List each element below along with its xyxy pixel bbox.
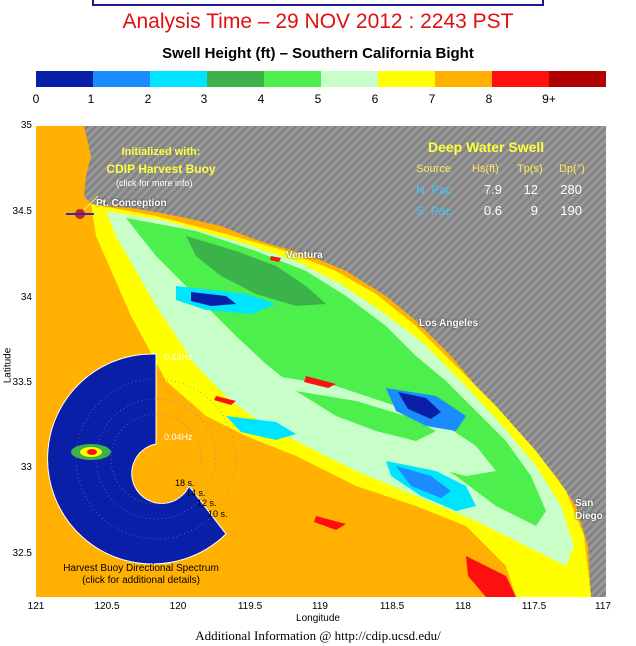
legend-tick-label: 7	[428, 92, 436, 106]
spectrum-period-label: 12 s.	[197, 498, 217, 508]
color-legend-bar	[36, 71, 606, 87]
legend-tick-label: 5	[314, 92, 322, 106]
x-tick-label: 117	[595, 601, 611, 612]
swell-hs-value: 0.6	[483, 203, 502, 218]
place-label-los-angeles: Los Angeles	[419, 318, 479, 329]
legend-swatch	[435, 71, 492, 87]
spectrum-outer-freq: 0.12Hz	[164, 352, 193, 362]
island-shadow-dark	[396, 466, 451, 498]
x-tick-label: 118.5	[379, 601, 405, 612]
x-tick-label: 120.5	[94, 601, 120, 612]
swell-tp-value: 9	[530, 203, 538, 218]
table-header: Dp(°)	[559, 163, 585, 175]
x-axis-label: Longitude	[296, 613, 340, 624]
swell-hs-value: 7.9	[483, 182, 502, 197]
map-subtitle: Swell Height (ft) – Southern California …	[162, 45, 474, 62]
legend-tick-label: 6	[371, 92, 379, 106]
x-tick-label: 121	[27, 601, 45, 612]
spectrum-inner-freq: 0.04Hz	[164, 432, 193, 442]
swell-dp-value: 280	[560, 182, 582, 197]
island-shadow-dark	[398, 392, 441, 419]
directional-spectrum-plot	[47, 353, 237, 565]
footer-link[interactable]: Additional Information @ http://cdip.ucs…	[195, 628, 441, 643]
legend-swatch	[93, 71, 150, 87]
spectrum-wedge	[47, 353, 227, 565]
legend-tick-label: 2	[144, 92, 152, 106]
y-tick-label: 32.5	[12, 548, 32, 559]
legend-swatch	[321, 71, 378, 87]
y-tick-label: 34.5	[12, 206, 32, 217]
y-tick-label: 34	[20, 292, 32, 303]
legend-tick-label: 0	[32, 92, 40, 106]
swell-map[interactable]	[36, 126, 606, 597]
legend-tick-label: 3	[200, 92, 208, 106]
y-tick-label: 33.5	[12, 377, 32, 388]
legend-swatch	[150, 71, 207, 87]
legend-swatch	[378, 71, 435, 87]
buoy-init-line1: Initialized with:	[121, 146, 201, 158]
island-shadow-blue	[226, 416, 296, 440]
legend-swatch	[36, 71, 93, 87]
legend-tick-label: 1	[87, 92, 95, 106]
deep-water-swell-title: Deep Water Swell	[428, 139, 545, 155]
island-shadow-dark	[191, 292, 236, 306]
x-tick-label: 119.5	[237, 601, 263, 612]
buoy-info-link[interactable]: CDIP Harvest Buoy	[106, 162, 216, 176]
legend-tick-label: 4	[257, 92, 265, 106]
swell-band-darkgreen	[186, 236, 326, 306]
table-header: Source	[416, 163, 451, 175]
legend-swatch	[549, 71, 606, 87]
legend-tick-label: 8	[485, 92, 493, 106]
place-label-ventura: Ventura	[286, 250, 323, 261]
y-tick-label: 35	[20, 120, 32, 131]
table-header: Hs(ft)	[472, 163, 499, 175]
place-label-diego: Diego	[575, 511, 603, 522]
swell-band-green-2	[296, 391, 436, 441]
x-tick-label: 120	[169, 601, 187, 612]
page-title: Analysis Time – 29 NOV 2012 : 2243 PST	[122, 10, 514, 33]
land-area	[84, 126, 606, 597]
legend-swatch	[492, 71, 549, 87]
place-label-pt-conception: Pt. Conception	[96, 198, 167, 209]
spectrum-details-link[interactable]: (click for additional details)	[82, 575, 200, 586]
y-tick-label: 33	[20, 462, 32, 473]
harvest-buoy-marker	[66, 195, 99, 219]
swell-tp-value: 12	[523, 182, 538, 197]
spectrum-period-label: 14 s.	[186, 488, 206, 498]
x-tick-label: 119	[312, 601, 328, 612]
y-axis-label: Latitude	[2, 347, 14, 384]
spectrum-caption[interactable]: Harvest Buoy Directional Spectrum	[63, 563, 219, 574]
legend-swatch	[264, 71, 321, 87]
legend-tick-label: 9+	[542, 92, 556, 106]
swell-source-name: N. Pac	[416, 183, 453, 197]
buoy-click-info[interactable]: (click for more info)	[116, 178, 193, 188]
top-frame	[92, 0, 544, 6]
place-label-san: San	[575, 498, 594, 509]
x-tick-label: 118	[455, 601, 471, 612]
swell-source-name: S. Pac	[416, 204, 452, 218]
spectrum-period-label: 18 s.	[175, 478, 195, 488]
x-tick-label: 117.5	[521, 601, 547, 612]
swell-dp-value: 190	[560, 203, 582, 218]
table-header: Tp(s)	[517, 163, 543, 175]
spectrum-period-label: 10 s.	[208, 509, 228, 519]
legend-swatch	[207, 71, 264, 87]
